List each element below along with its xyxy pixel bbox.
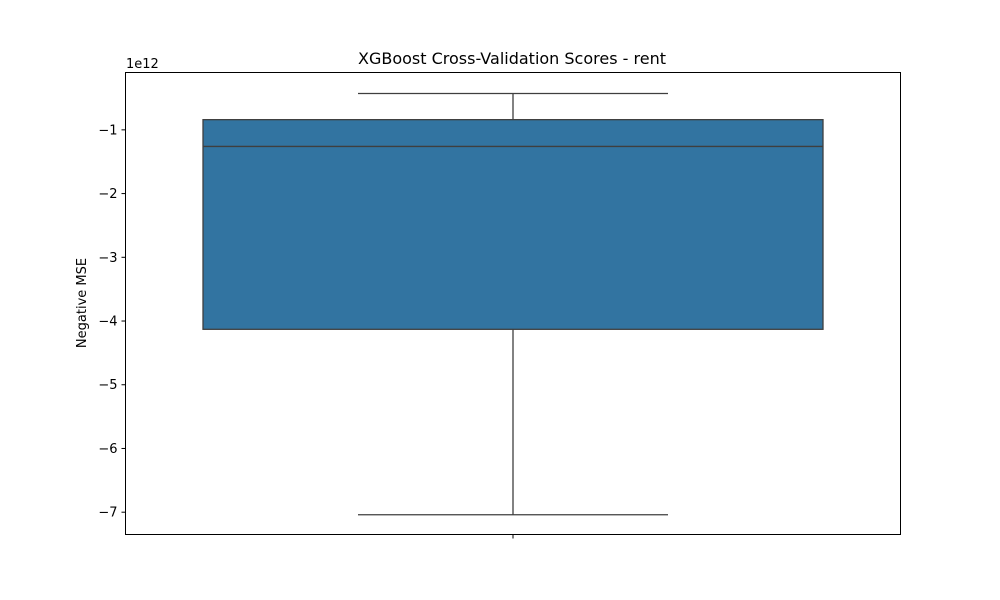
y-tick-label: −5: [98, 378, 117, 393]
y-tick-label: −6: [98, 442, 117, 457]
y-axis-label: Negative MSE: [75, 258, 90, 348]
y-axis-offset-label: 1e12: [126, 57, 159, 72]
y-tick-label: −2: [98, 187, 117, 202]
y-tick-label: −1: [98, 123, 117, 138]
y-tick-label: −7: [98, 506, 117, 521]
y-tick-label: −3: [98, 251, 117, 266]
box-iqr: [202, 119, 824, 330]
plot-area: [202, 92, 824, 516]
y-tick-label: −4: [98, 315, 117, 330]
chart-title: XGBoost Cross-Validation Scores - rent: [358, 49, 666, 68]
